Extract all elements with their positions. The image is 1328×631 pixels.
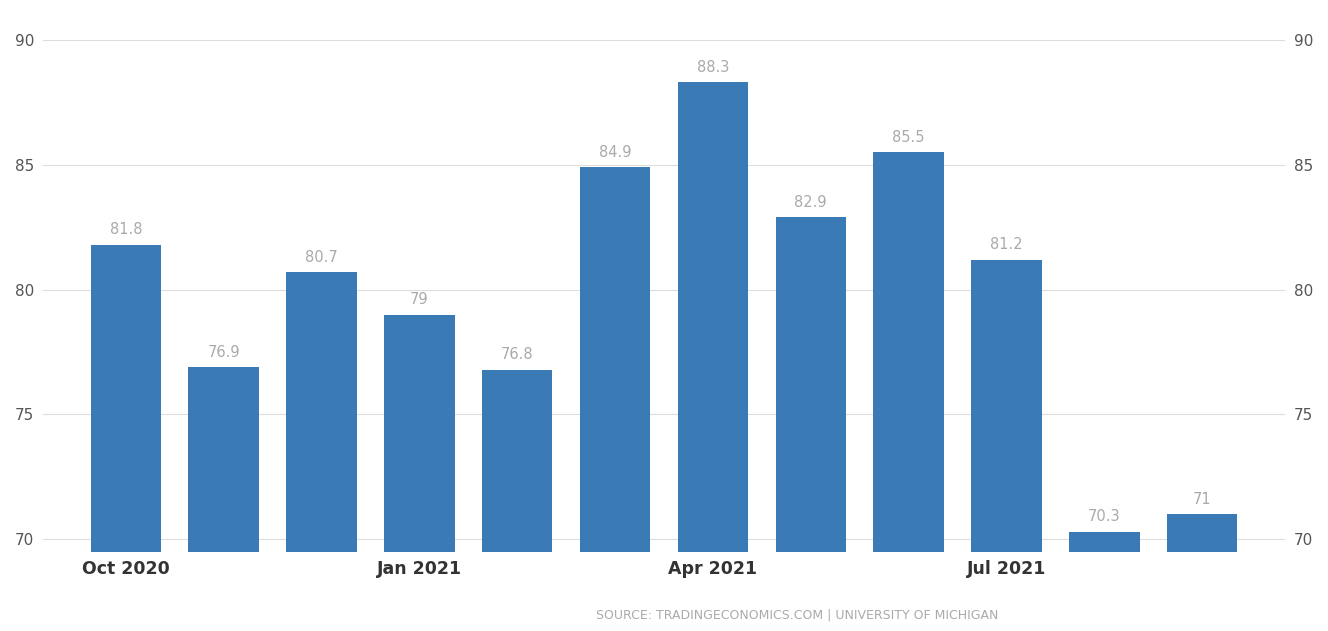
Text: 76.8: 76.8 <box>501 347 534 362</box>
Bar <box>677 83 748 551</box>
Text: 85.5: 85.5 <box>892 130 924 145</box>
Bar <box>482 370 552 551</box>
Bar <box>971 260 1041 551</box>
Text: 71: 71 <box>1193 492 1211 507</box>
Bar <box>90 245 161 551</box>
Text: SOURCE: TRADINGECONOMICS.COM | UNIVERSITY OF MICHIGAN: SOURCE: TRADINGECONOMICS.COM | UNIVERSIT… <box>596 608 997 622</box>
Bar <box>776 217 846 551</box>
Text: 80.7: 80.7 <box>305 250 337 264</box>
Text: 88.3: 88.3 <box>697 60 729 75</box>
Bar <box>189 367 259 551</box>
Bar <box>287 272 357 551</box>
Bar <box>580 167 651 551</box>
Text: 76.9: 76.9 <box>207 345 240 360</box>
Text: 82.9: 82.9 <box>794 195 827 209</box>
Text: 79: 79 <box>410 292 429 307</box>
Text: 70.3: 70.3 <box>1088 509 1121 524</box>
Text: 81.8: 81.8 <box>110 222 142 237</box>
Text: 84.9: 84.9 <box>599 144 631 160</box>
Bar <box>1167 514 1238 551</box>
Bar <box>1069 532 1139 551</box>
Bar <box>384 315 454 551</box>
Bar <box>874 152 944 551</box>
Text: 81.2: 81.2 <box>991 237 1023 252</box>
